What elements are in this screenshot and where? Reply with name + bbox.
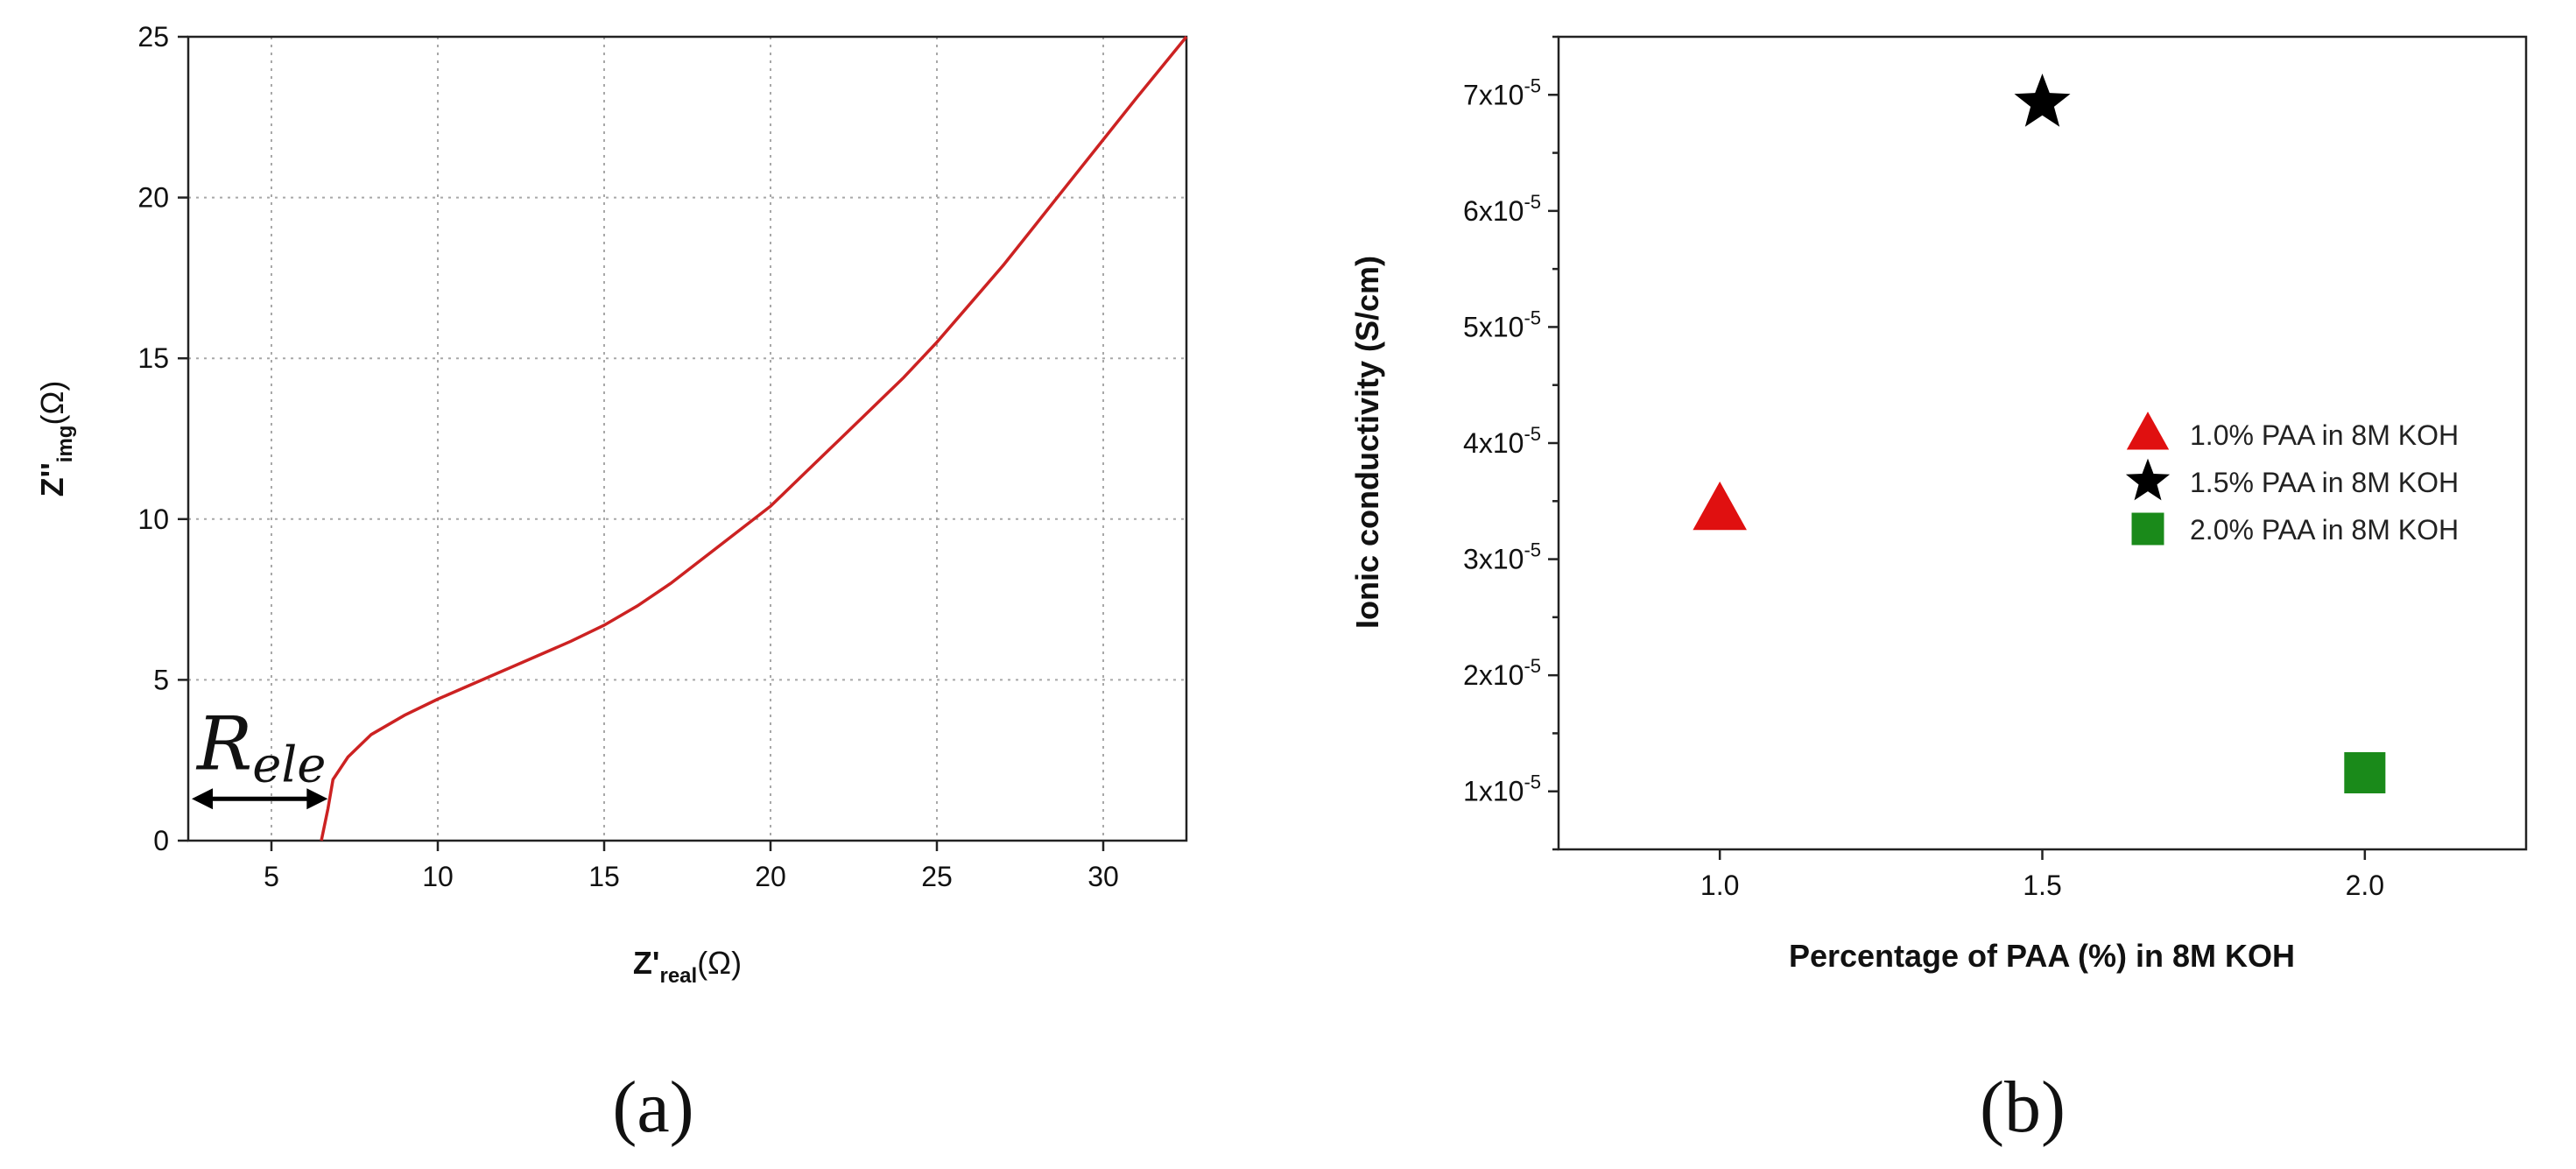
impedance-y-tick-label: 15: [137, 342, 169, 374]
impedance-x-tick-label: 30: [1087, 861, 1119, 892]
impedance-x-tick-label: 10: [422, 861, 454, 892]
impedance-x-tick-label: 20: [755, 861, 786, 892]
impedance-curve: [320, 35, 1188, 842]
data-point-triangle: [1693, 481, 1747, 531]
impedance-y-tick-label: 20: [137, 182, 169, 214]
conductivity-points: [1693, 74, 2386, 794]
impedance-y-tick-label: 0: [153, 825, 169, 856]
panel-label-b: (b): [1980, 1067, 2066, 1148]
conductivity-ticks: 1.0 1.5 2.01x10-52x10-53x10-54x10-55x10-56…: [1463, 35, 2384, 901]
conductivity-chart: 1.0 1.5 2.01x10-52x10-53x10-54x10-55x10-56…: [1349, 35, 2528, 974]
legend-marker-star: [2125, 458, 2171, 501]
legend: 1.0% PAA in 8M KOH 1.5% PAA in 8M KOH 2.0%…: [2125, 412, 2459, 546]
impedance-y-axis-label: Z''img(Ω): [34, 381, 77, 497]
rele-arrow-head-right: [306, 788, 328, 810]
impedance-y-tick-label: 5: [153, 664, 169, 695]
rele-arrow-head-left: [192, 788, 213, 810]
data-point-square: [2344, 751, 2386, 794]
legend-marker-triangle: [2126, 412, 2170, 450]
conductivity-y-axis-label: Ionic conductivity (S/cm): [1349, 256, 1385, 629]
impedance-x-axis-label: Z'real(Ω): [633, 945, 742, 988]
conductivity-x-tick-label: 1.5: [2023, 870, 2061, 901]
impedance-ticks: 5 10 15 20 25 30 0 5 10 15 20 25: [137, 21, 1118, 892]
impedance-x-tick-label: 5: [264, 861, 279, 892]
conductivity-x-axis-label: Percentage of PAA (%) in 8M KOH: [1789, 938, 2295, 974]
rele-label: Rele: [195, 701, 326, 793]
impedance-plot-frame: [187, 35, 1188, 842]
impedance-x-tick-label: 25: [921, 861, 953, 892]
conductivity-x-tick-label: 2.0: [2346, 870, 2384, 901]
conductivity-y-tick-label: 3x10-5: [1463, 539, 1541, 575]
conductivity-x-tick-label: 1.0: [1700, 870, 1739, 901]
impedance-y-tick-label: 25: [137, 21, 169, 53]
impedance-y-tick-label: 10: [137, 504, 169, 535]
legend-marker-square: [2131, 512, 2164, 546]
legend-entry-label: 1.5% PAA in 8M KOH: [2190, 467, 2459, 498]
data-point-star: [2014, 74, 2071, 127]
impedance-x-tick-label: 15: [588, 861, 620, 892]
legend-entry-label: 2.0% PAA in 8M KOH: [2190, 514, 2459, 546]
impedance-chart: 5 10 15 20 25 30 0 5 10 15 20 25 Rele Z'real(Ω) Z''…: [34, 21, 1188, 988]
impedance-grid: [188, 37, 1186, 841]
rele-annotation: Rele: [192, 701, 328, 810]
legend-entry-label: 1.0% PAA in 8M KOH: [2190, 419, 2459, 451]
panel-label-a: (a): [612, 1067, 693, 1148]
conductivity-y-tick-label: 5x10-5: [1463, 306, 1541, 342]
